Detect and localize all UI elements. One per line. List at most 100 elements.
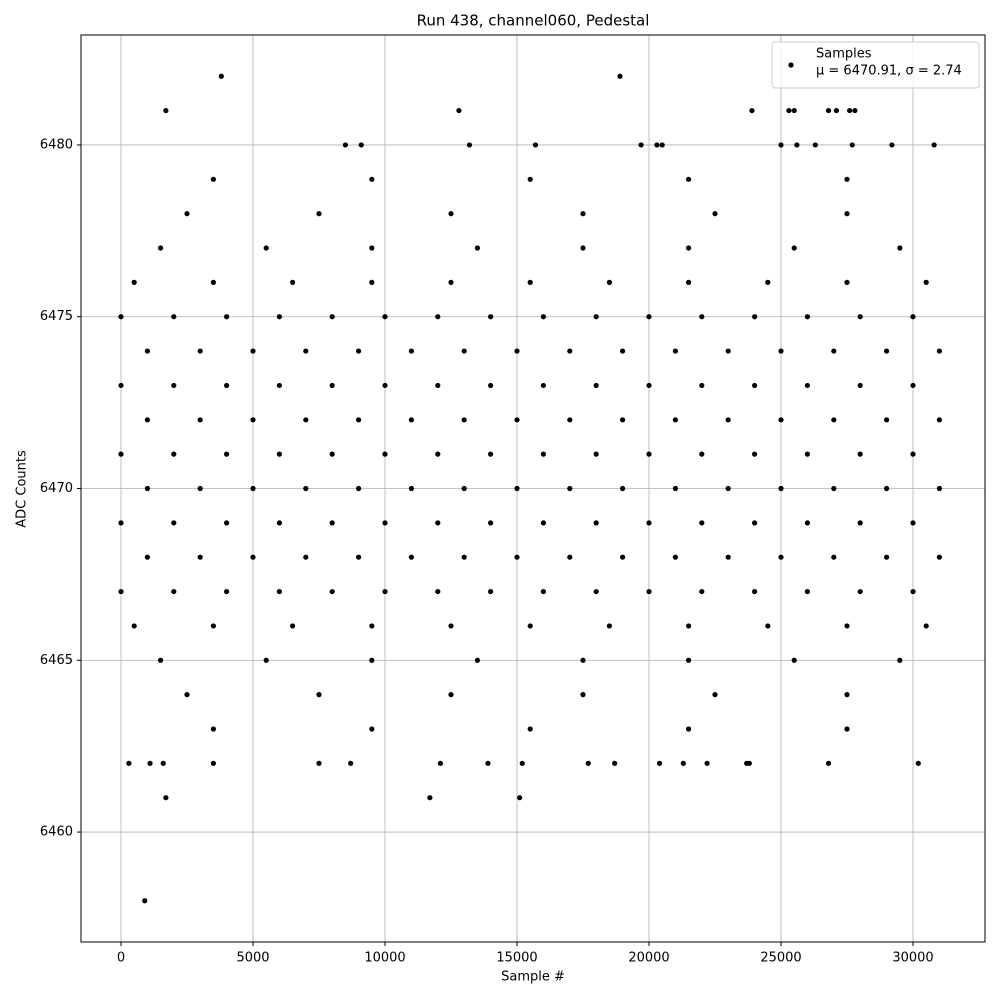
point (527, 726, 533, 732)
point (646, 520, 652, 526)
point (825, 760, 832, 766)
point (197, 485, 203, 492)
point (580, 245, 586, 251)
point (804, 588, 811, 595)
point (672, 485, 679, 492)
point (488, 451, 494, 457)
point (852, 107, 858, 114)
point (517, 795, 523, 801)
points (118, 73, 943, 904)
legend-marker (788, 62, 794, 68)
point (369, 623, 375, 629)
point (593, 520, 599, 526)
point (171, 382, 177, 389)
point (778, 554, 784, 560)
x-axis-label: Sample # (501, 970, 565, 985)
point (804, 520, 811, 526)
point (532, 142, 539, 148)
point (620, 348, 626, 354)
point (765, 279, 771, 285)
point (218, 73, 224, 79)
point (923, 279, 929, 285)
point (857, 588, 863, 595)
point (804, 382, 811, 389)
point (171, 451, 177, 457)
point (791, 657, 797, 663)
point (725, 417, 731, 423)
point (461, 417, 467, 423)
point (184, 692, 190, 698)
point (382, 451, 388, 457)
point (931, 142, 937, 148)
point (540, 520, 547, 526)
point (936, 485, 943, 492)
point (915, 760, 921, 766)
point (435, 588, 441, 595)
point (791, 107, 797, 114)
point (686, 245, 692, 251)
point (752, 451, 758, 457)
point (725, 348, 731, 354)
point (342, 142, 348, 148)
point (910, 520, 916, 526)
point (672, 554, 679, 560)
point (427, 795, 433, 801)
point (593, 451, 599, 457)
point (131, 279, 137, 285)
point (910, 588, 916, 595)
point (316, 211, 322, 217)
point (794, 142, 800, 148)
point (223, 520, 230, 526)
point (474, 657, 481, 663)
point (355, 417, 362, 423)
point (250, 485, 256, 492)
point (355, 348, 362, 354)
point (804, 451, 811, 457)
point (144, 485, 150, 492)
point (620, 554, 626, 560)
point (303, 485, 309, 492)
point (514, 348, 520, 354)
point (142, 898, 148, 904)
point (408, 348, 415, 354)
point (580, 657, 586, 663)
point (844, 279, 850, 285)
point (456, 107, 462, 114)
point (844, 211, 850, 217)
legend-label: Samples (816, 47, 872, 62)
point (519, 760, 525, 766)
point (567, 485, 573, 492)
point (699, 520, 705, 526)
point (448, 211, 454, 217)
point (884, 485, 890, 492)
y-tick-label: 6480 (40, 137, 73, 152)
point (910, 314, 916, 320)
point (606, 279, 613, 285)
y-tick-label: 6470 (40, 481, 73, 496)
point (686, 726, 692, 732)
point (369, 726, 375, 732)
point (831, 417, 837, 423)
point (593, 588, 599, 595)
point (812, 142, 818, 148)
chart-title: Run 438, channel060, Pedestal (417, 12, 650, 30)
point (646, 382, 652, 389)
point (329, 382, 335, 389)
point (786, 107, 792, 114)
point (849, 142, 855, 148)
point (329, 314, 335, 320)
x-tick-label: 20000 (628, 951, 669, 966)
point (646, 314, 652, 320)
point (765, 623, 771, 629)
point (752, 520, 758, 526)
point (171, 588, 177, 595)
point (752, 314, 758, 320)
point (580, 211, 586, 217)
point (593, 314, 599, 320)
point (752, 588, 758, 595)
point (316, 692, 322, 698)
point (210, 279, 216, 285)
point (461, 554, 467, 560)
